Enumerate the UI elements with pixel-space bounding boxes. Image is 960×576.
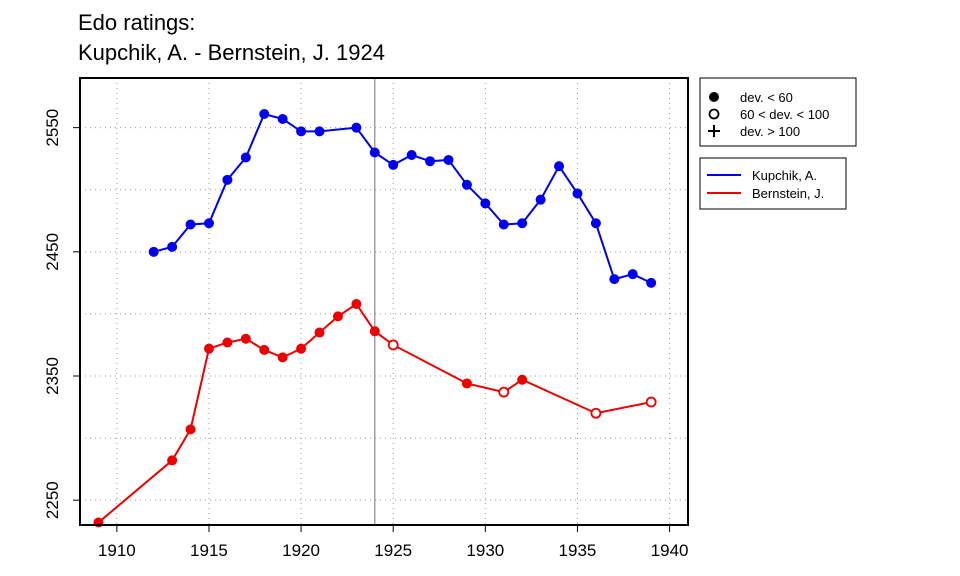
data-point (203, 343, 214, 354)
y-tick-label: 2550 (43, 109, 62, 147)
data-point (240, 152, 251, 163)
x-axis: 1910 1915 1920 1925 1930 1935 1940 (98, 524, 689, 560)
x-tick-label: 1910 (98, 541, 136, 560)
data-point (185, 219, 196, 230)
data-point (148, 246, 159, 257)
x-tick-label: 1920 (282, 541, 320, 560)
data-point (498, 219, 509, 230)
data-point (351, 298, 362, 309)
marker-legend: dev. < 60 60 < dev. < 100 dev. > 100 (699, 77, 857, 147)
marker-legend-label: dev. > 100 (740, 124, 800, 139)
series-layer (93, 109, 657, 528)
data-point (332, 311, 343, 322)
data-point (167, 241, 178, 252)
x-tick-label: 1930 (466, 541, 504, 560)
series-line (153, 112, 652, 284)
chart-title: Edo ratings: Kupchik, A. - Bernstein, J.… (78, 8, 385, 68)
data-point (388, 159, 399, 170)
data-point (222, 174, 233, 185)
data-point (296, 126, 307, 137)
data-point (535, 194, 546, 205)
data-point (314, 126, 325, 137)
chart-title-line-1: Edo ratings: (78, 10, 196, 35)
data-point (314, 327, 325, 338)
data-point (480, 198, 491, 209)
marker-filled-circle (709, 92, 719, 102)
data-point-open (590, 407, 602, 419)
data-point (517, 374, 528, 385)
marker-legend-label: 60 < dev. < 100 (740, 107, 829, 122)
marker-open-circle (708, 108, 720, 120)
data-point (443, 154, 454, 165)
legend-series-label: Bernstein, J. (752, 186, 824, 201)
data-point-open (498, 386, 510, 398)
data-point-open (645, 396, 657, 408)
x-tick-label: 1925 (374, 541, 412, 560)
data-point (93, 517, 104, 528)
data-point (425, 156, 436, 167)
legend-series-label: Kupchik, A. (752, 168, 817, 183)
data-point (572, 188, 583, 199)
data-point (609, 274, 620, 285)
data-point (517, 218, 528, 229)
data-point (590, 218, 601, 229)
y-tick-label: 2450 (43, 233, 62, 271)
marker-plus (708, 125, 720, 137)
data-point (296, 343, 307, 354)
series-legend: Kupchik, A. Bernstein, J. (699, 157, 847, 210)
data-point (259, 109, 270, 120)
y-axis: 2250 2350 2450 2550 (43, 109, 81, 519)
data-point (627, 269, 638, 280)
x-tick-label: 1940 (651, 541, 689, 560)
data-point (222, 337, 233, 348)
data-point (461, 378, 472, 389)
data-point (554, 161, 565, 172)
marker-legend-label: dev. < 60 (740, 90, 793, 105)
y-tick-label: 2350 (43, 357, 62, 395)
data-point (277, 113, 288, 124)
series-1 (93, 298, 657, 528)
data-point (351, 122, 362, 133)
x-tick-label: 1935 (559, 541, 597, 560)
x-tick-label: 1915 (190, 541, 228, 560)
series-legend-box (699, 157, 847, 210)
data-point (240, 333, 251, 344)
data-point (277, 352, 288, 363)
data-point-open (387, 339, 399, 351)
data-point (203, 218, 214, 229)
data-point (259, 344, 270, 355)
y-tick-label: 2250 (43, 481, 62, 519)
data-point (406, 149, 417, 160)
data-point (185, 424, 196, 435)
data-point (461, 179, 472, 190)
data-point (369, 326, 380, 337)
data-point (646, 277, 657, 288)
data-point (369, 147, 380, 158)
marker-legend-box (699, 77, 857, 147)
chart-title-line-2: Kupchik, A. - Bernstein, J. 1924 (78, 40, 385, 65)
data-point (167, 455, 178, 466)
series-0 (148, 109, 657, 288)
